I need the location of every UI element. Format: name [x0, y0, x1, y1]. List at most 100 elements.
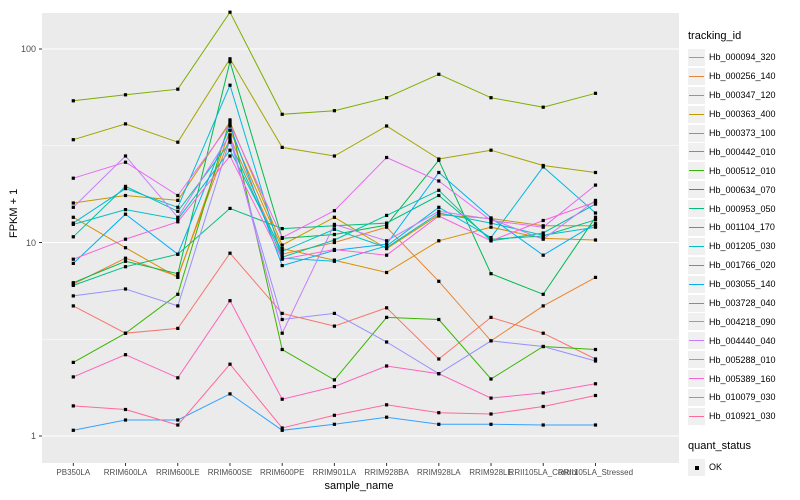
legend-item-label: Hb_005389_160 [709, 373, 776, 384]
legend-key-swatch [688, 86, 705, 104]
data-point-marker [176, 272, 180, 276]
data-point-marker [385, 239, 389, 243]
data-point-marker [541, 404, 545, 409]
legend-key-square [688, 458, 705, 476]
data-point-marker [71, 215, 75, 219]
legend-item-label: Hb_000512_010 [709, 165, 776, 176]
data-point-marker [228, 83, 232, 87]
legend-color-line [689, 56, 704, 58]
data-point-marker [228, 251, 232, 255]
data-point-marker [280, 247, 284, 251]
data-point-marker [593, 423, 598, 427]
legend-color-line [689, 189, 704, 191]
data-point-marker [332, 227, 336, 231]
legend-key-swatch [688, 388, 705, 406]
legend-item: Hb_000256_140 [688, 67, 798, 86]
legend-color-line [689, 245, 704, 247]
data-point-marker [123, 122, 128, 126]
data-point-marker [71, 375, 75, 379]
data-point-marker [489, 377, 493, 381]
x-tick-label: RRIM600PE [259, 468, 305, 477]
data-point-marker [385, 155, 389, 160]
data-point-marker [541, 218, 545, 223]
data-point-marker [123, 265, 128, 269]
data-point-marker [71, 304, 75, 308]
legend-item-label: Hb_000373_100 [709, 128, 776, 138]
legend-color-line [689, 340, 704, 342]
data-point-marker [385, 223, 389, 227]
legend-item: Hb_000512_010 [688, 161, 798, 180]
data-point-marker [332, 222, 336, 226]
data-point-marker [71, 176, 75, 180]
data-point-marker [280, 426, 284, 430]
data-point-marker [541, 292, 545, 296]
data-point-marker [593, 170, 598, 175]
legend-item-label: Hb_004218_090 [709, 316, 776, 327]
data-point-marker [489, 236, 493, 240]
data-point-marker [593, 218, 598, 222]
data-point-marker [332, 154, 336, 158]
data-point-marker [123, 154, 128, 158]
legend-key-swatch [688, 124, 705, 142]
legend-item: Hb_005288_010 [688, 350, 798, 369]
legend-key-swatch [688, 200, 705, 218]
data-point-marker [280, 145, 284, 149]
y-tick-label: 100 [20, 44, 36, 54]
data-point-marker [280, 347, 284, 352]
legend-title-quant-status: quant_status [688, 439, 751, 452]
legend-item: Hb_004218_090 [688, 312, 798, 331]
legend-color-line [689, 396, 704, 398]
data-point-marker [123, 93, 128, 97]
data-point-marker [228, 148, 232, 152]
data-point-marker [385, 415, 389, 419]
x-tick-label: RRIM600SE [207, 468, 253, 477]
legend-color-line [689, 113, 704, 115]
legend-item-label: Hb_001766_020 [709, 260, 776, 271]
data-point-marker [541, 105, 545, 109]
data-point-marker [123, 407, 128, 412]
data-point-marker [228, 140, 232, 144]
data-point-marker [489, 218, 493, 223]
data-point-marker [280, 317, 284, 322]
legend-items-quant-status: OK [688, 458, 798, 477]
data-point-marker [280, 428, 284, 432]
data-point-marker [123, 193, 128, 198]
legend-item-label: Hb_000347_120 [709, 90, 776, 101]
data-point-marker [489, 315, 493, 319]
data-point-marker [593, 222, 598, 226]
data-point-marker [123, 184, 128, 188]
data-point-marker [123, 418, 128, 422]
data-point-marker [541, 253, 545, 257]
data-point-marker [228, 10, 232, 14]
legend-item: Hb_003055_140 [688, 275, 798, 294]
x-tick-label: PB350LA [56, 468, 91, 477]
data-point-marker [385, 315, 389, 319]
data-point-marker [332, 259, 336, 263]
data-point-marker [385, 244, 389, 248]
data-point-marker [176, 193, 180, 198]
legend-quant-status: quant_status OK [688, 440, 798, 477]
data-point-marker [71, 261, 75, 265]
data-point-marker [280, 311, 284, 315]
data-point-marker [176, 252, 180, 256]
data-point-marker [385, 213, 389, 217]
data-point-marker [71, 428, 75, 432]
data-point-marker [437, 205, 441, 209]
data-point-marker [593, 200, 598, 204]
legend-item: Hb_000373_100 [688, 124, 798, 143]
data-point-marker [437, 357, 441, 361]
legend-key-swatch [688, 294, 705, 312]
x-tick-label: RRIM928LE [469, 468, 513, 477]
data-point-marker [489, 148, 493, 152]
data-point-marker [71, 138, 75, 142]
legend-key-swatch [688, 143, 705, 161]
data-point-marker [332, 238, 336, 242]
data-point-marker [71, 360, 75, 364]
legend-key-swatch [688, 181, 705, 199]
data-point-marker [71, 205, 75, 209]
data-point-marker [541, 331, 545, 335]
data-point-marker [541, 165, 545, 169]
data-point-marker [280, 227, 284, 231]
legend-color-line [689, 359, 704, 361]
legend-item-quant: OK [688, 458, 798, 477]
